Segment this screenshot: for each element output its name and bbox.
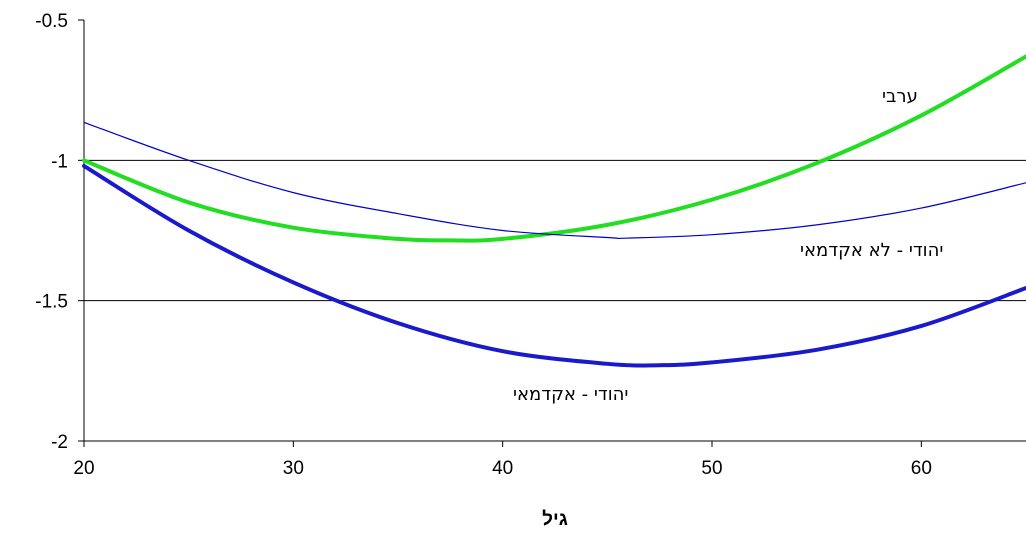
series-lines — [82, 54, 1026, 368]
y-tick-label: -0.5 — [35, 11, 68, 32]
x-tick-labels: 20 30 40 50 60 — [73, 441, 932, 479]
y-tick-label: -1.5 — [35, 292, 68, 313]
x-axis-label: גיל — [542, 509, 568, 530]
annotation-jewish-academic: יהודי - אקדמאי — [513, 384, 628, 405]
annotation-jewish-non-academic: יהודי - לא אקדמאי — [800, 240, 943, 261]
x-tick-label: 30 — [283, 458, 304, 479]
annotation-arab: ערבי — [882, 86, 918, 107]
x-tick-label: 40 — [492, 458, 513, 479]
series-arab — [82, 54, 1026, 243]
x-tick-label: 60 — [911, 458, 932, 479]
series-jewish-academic — [82, 163, 1026, 368]
y-tick-label: -1 — [51, 151, 68, 172]
gridlines — [84, 159, 1026, 302]
axes — [83, 20, 1026, 442]
x-tick-label: 20 — [73, 458, 94, 479]
x-tick-label: 50 — [701, 458, 722, 479]
series-jewish-non-academic — [83, 121, 1026, 240]
y-tick-labels: -0.5 -1 -1.5 -2 — [35, 11, 84, 453]
y-tick-label: -2 — [51, 432, 68, 453]
